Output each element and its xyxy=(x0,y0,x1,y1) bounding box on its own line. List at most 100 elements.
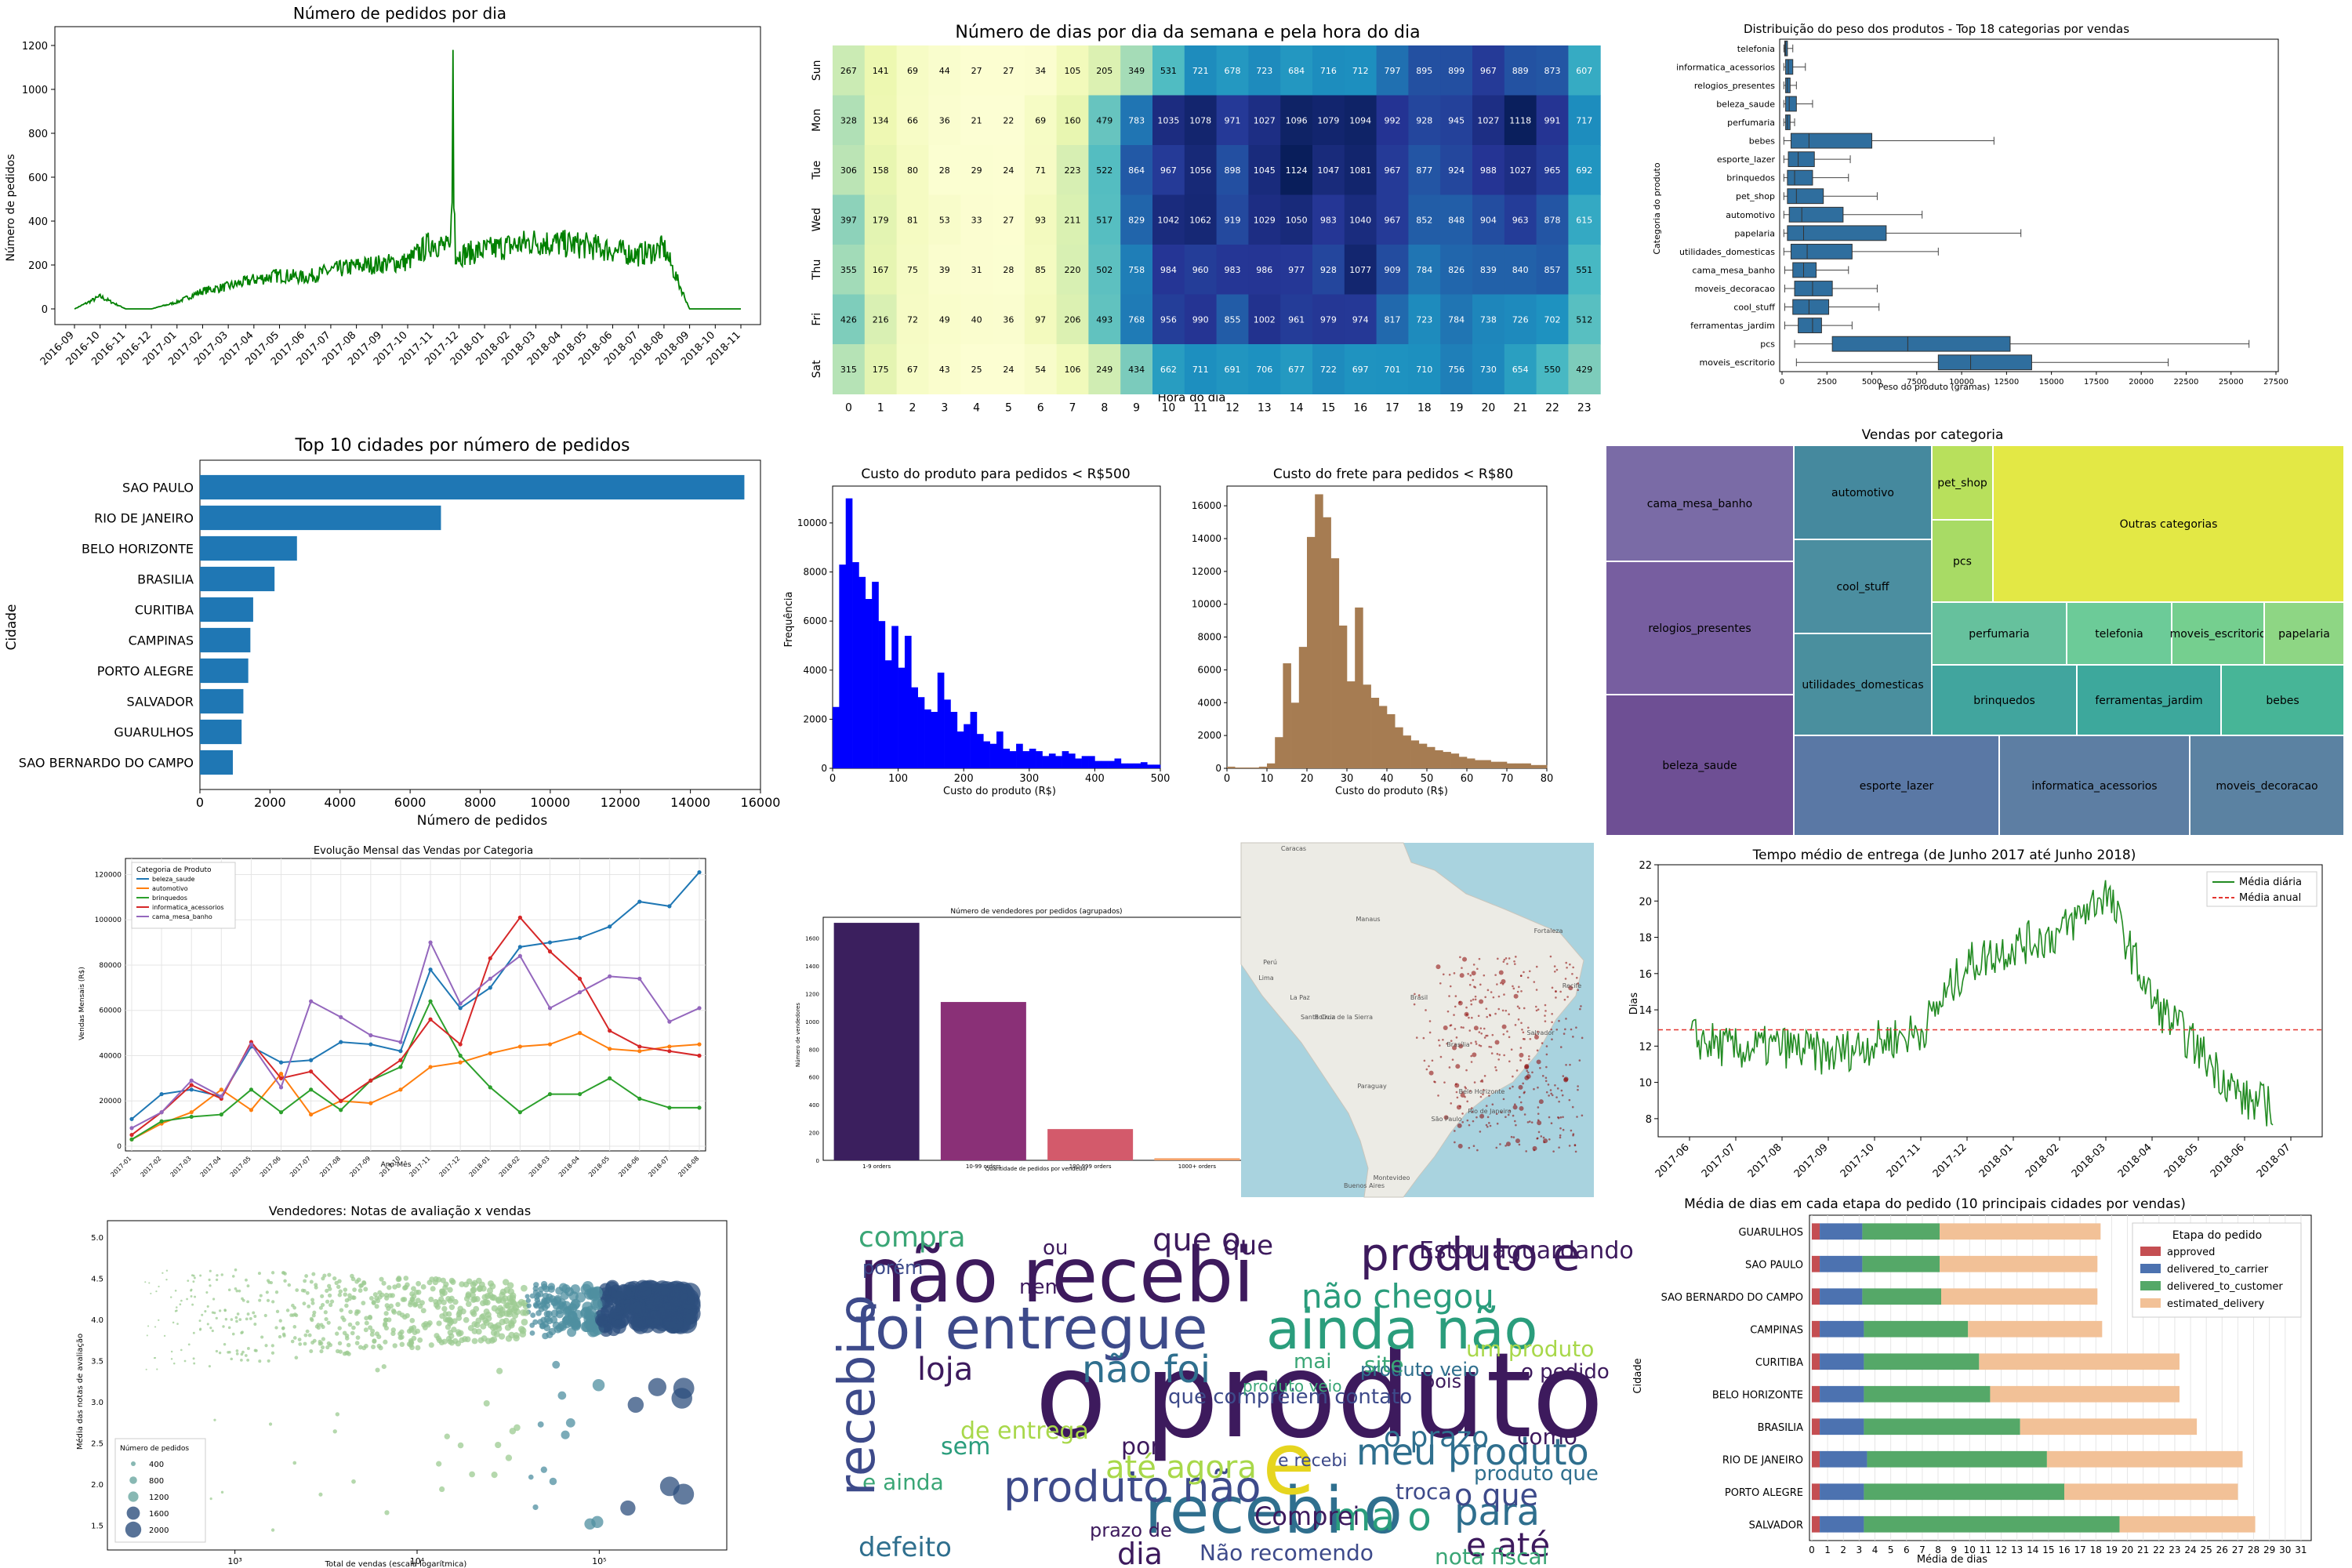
map-order-dot xyxy=(1537,1112,1540,1115)
freight-hist-bar xyxy=(1387,713,1396,768)
map-order-dot xyxy=(1519,1059,1522,1062)
scatter-point xyxy=(268,1422,273,1426)
seller-scatter-chart: Vendedores: Notas de avaliação x vendas … xyxy=(75,1203,728,1568)
top-cities-bar xyxy=(200,627,251,653)
heatmap-cell xyxy=(1216,344,1249,394)
heatmap-cell xyxy=(1056,45,1089,96)
heatmap-cell xyxy=(896,294,929,345)
treemap-tile xyxy=(1998,735,2190,837)
map-order-dot xyxy=(1428,1031,1432,1034)
map-place-label: Brasil xyxy=(1410,994,1428,1001)
map-order-dot xyxy=(1566,996,1569,998)
map-order-dot xyxy=(1470,1000,1472,1002)
heatmap-cell-label: 967 xyxy=(1160,165,1177,176)
daily-orders-frame xyxy=(54,26,761,325)
heatmap-cell xyxy=(833,294,866,345)
heatmap-cell xyxy=(1312,145,1345,195)
scatter-point xyxy=(305,1329,310,1334)
map-order-dot xyxy=(1494,1065,1497,1069)
scatter-point xyxy=(230,1318,234,1321)
scatter-point xyxy=(627,1396,644,1414)
sellers-bar-ytick-label: 800 xyxy=(809,1047,819,1053)
heatmap-cell-label: 716 xyxy=(1320,66,1337,76)
heatmap-cell-label: 977 xyxy=(1288,265,1305,275)
scatter-point xyxy=(238,1318,242,1321)
delivery-xtick-label: 2018-04 xyxy=(2116,1142,2154,1180)
heatmap-cell xyxy=(1120,294,1153,345)
heatmap-cell xyxy=(993,194,1025,245)
monthly-sales-ytick-label: 80000 xyxy=(99,962,122,970)
stage-xtick-label: 18 xyxy=(2090,1544,2102,1555)
monthly-sales-xlabel: Ano-Mês xyxy=(381,1160,412,1169)
map-order-dot xyxy=(1479,1113,1485,1119)
product-hist-bar xyxy=(950,712,958,768)
map-order-dot xyxy=(1476,967,1479,971)
monthly-sales-point xyxy=(667,1049,672,1054)
scatter-point xyxy=(281,1271,285,1275)
freight-hist-ytick-label: 14000 xyxy=(1192,533,1221,544)
map-order-dot xyxy=(1486,1015,1489,1018)
scatter-point xyxy=(529,1330,535,1336)
map-order-dot xyxy=(1475,1116,1478,1119)
sellers-bar xyxy=(940,1002,1026,1160)
stage-bar-segment xyxy=(1820,1223,1863,1240)
scatter-point xyxy=(384,1303,390,1308)
product-hist-bar xyxy=(858,576,866,768)
heatmap-col-label: 21 xyxy=(1513,402,1527,415)
heatmap-cell-label: 784 xyxy=(1416,265,1432,275)
heatmap-cell-label: 1050 xyxy=(1286,215,1308,225)
stage-xtick-label: 29 xyxy=(2263,1544,2275,1555)
map-place-label: Lima xyxy=(1258,975,1273,982)
scatter-point xyxy=(354,1279,359,1284)
map-order-dot xyxy=(1559,1046,1563,1048)
scatter-point xyxy=(344,1333,350,1338)
freight-hist-xtick-label: 80 xyxy=(1541,773,1554,785)
scatter-point xyxy=(155,1290,158,1293)
map-order-dot xyxy=(1467,972,1469,975)
top-cities-chart: Top 10 cidades por número de pedidos Núm… xyxy=(4,436,780,829)
scatter-point xyxy=(241,1350,245,1354)
map-order-dot xyxy=(1520,1022,1523,1025)
heatmap-cell xyxy=(896,95,929,146)
map-order-dot xyxy=(1484,996,1486,999)
map-order-dot xyxy=(1485,1123,1488,1127)
scatter-point xyxy=(235,1352,239,1356)
heatmap-cell xyxy=(1248,45,1281,96)
map-order-dot xyxy=(1558,1146,1560,1149)
wordcloud-word: de entrega xyxy=(960,1417,1089,1445)
monthly-sales-point xyxy=(667,1019,672,1024)
scatter-point xyxy=(557,1391,567,1400)
monthly-sales-point xyxy=(278,1085,284,1090)
monthly-sales-point xyxy=(339,1040,343,1044)
scatter-point xyxy=(376,1343,382,1349)
map-order-dot xyxy=(1541,1075,1544,1077)
product-hist-bar xyxy=(878,621,886,768)
heatmap-cell xyxy=(1184,344,1218,394)
treemap-tile xyxy=(1605,561,1795,695)
top-cities-label: SAO BERNARDO DO CAMPO xyxy=(19,756,194,771)
map-order-dot xyxy=(1458,1000,1461,1004)
scatter-point xyxy=(206,1305,209,1308)
scatter-point xyxy=(436,1461,442,1467)
map-order-dot xyxy=(1468,1123,1471,1127)
product-hist-bar xyxy=(1003,748,1011,768)
boxplot-category-label: moveis_decoracao xyxy=(1695,284,1776,294)
scatter-point xyxy=(236,1312,240,1316)
map-order-dot xyxy=(1504,957,1508,960)
map-order-dot xyxy=(1562,1116,1564,1119)
scatter-point xyxy=(199,1274,202,1277)
map-order-dot xyxy=(1439,982,1442,985)
map-order-dot xyxy=(1498,1054,1501,1056)
map-order-dot xyxy=(1545,1091,1548,1094)
scatter-point xyxy=(314,1283,318,1287)
monthly-sales-point xyxy=(368,1033,373,1038)
map-order-dot xyxy=(1554,1083,1556,1087)
monthly-sales-point xyxy=(697,1006,702,1011)
scatter-point xyxy=(264,1344,268,1348)
scatter-point xyxy=(292,1461,297,1465)
heatmap-cell xyxy=(1216,294,1249,345)
heatmap-cell-label: 28 xyxy=(1003,265,1014,275)
scatter-point xyxy=(234,1268,238,1272)
heatmap-cell-label: 72 xyxy=(907,314,918,325)
map-order-dot xyxy=(1571,1105,1574,1109)
